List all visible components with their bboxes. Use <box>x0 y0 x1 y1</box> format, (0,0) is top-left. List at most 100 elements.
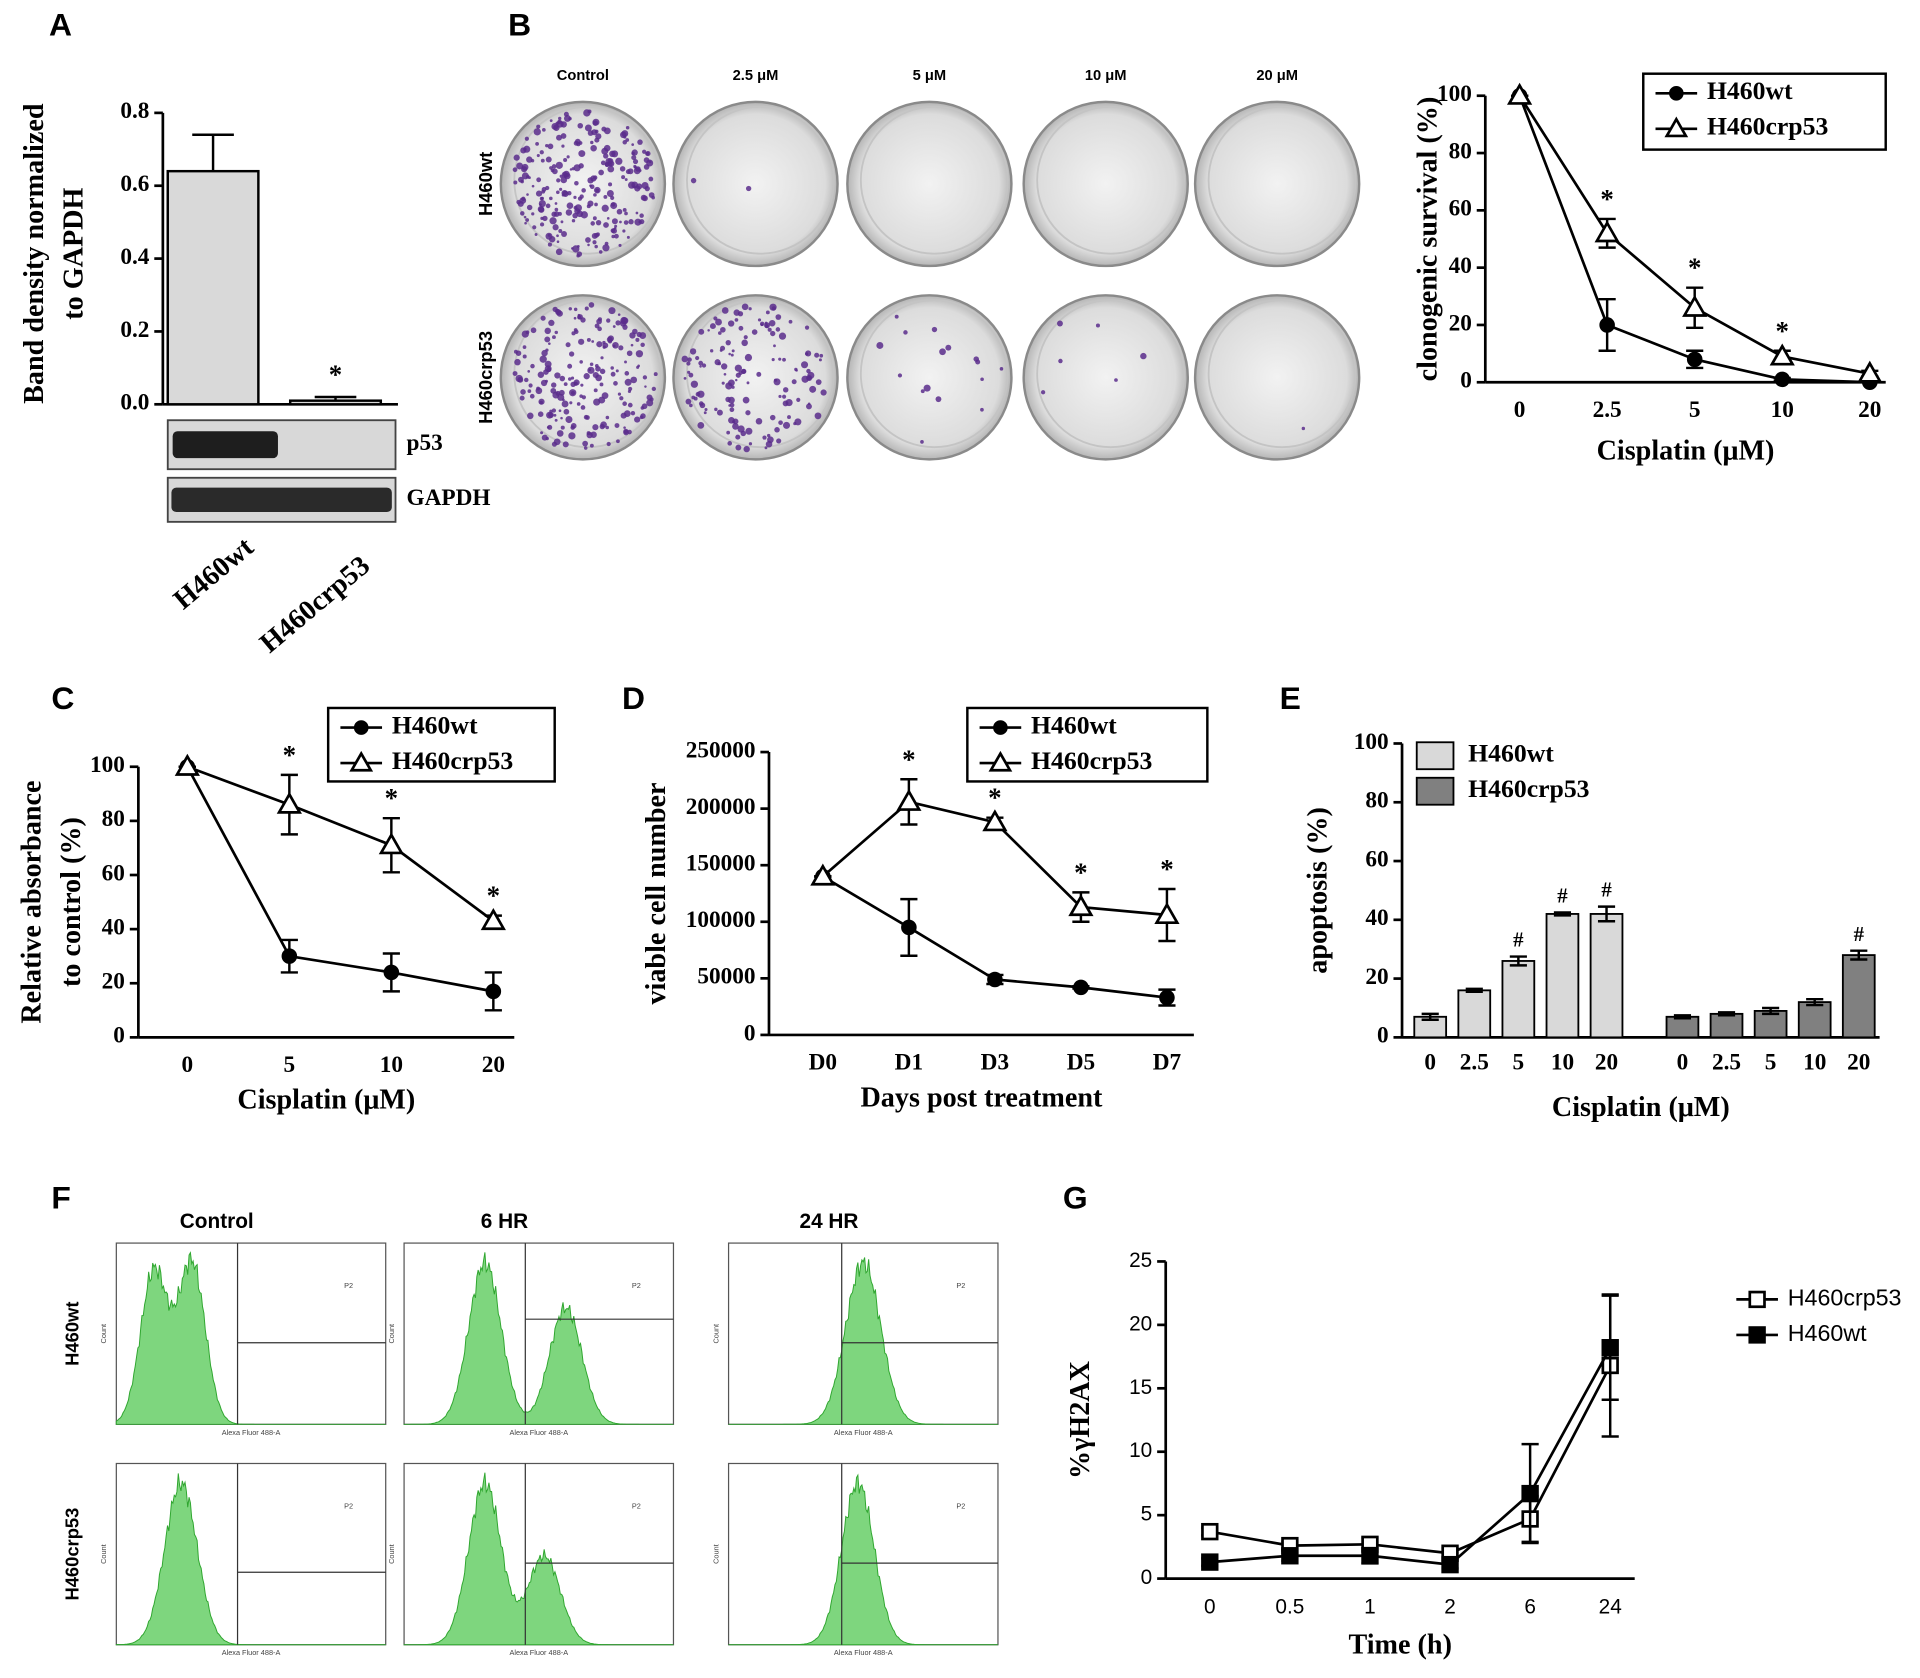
colony <box>935 396 942 403</box>
gate-label: P2 <box>632 1501 641 1510</box>
colony <box>633 167 641 175</box>
y-tick-label: 50000 <box>697 964 755 990</box>
colony <box>768 319 776 327</box>
y-axis-label: Relative absorbance <box>17 780 48 1023</box>
y-tick-label: 0.4 <box>120 244 149 270</box>
y-tick-label: 60 <box>1449 196 1472 222</box>
blot-label: p53 <box>407 430 443 456</box>
colony <box>603 222 609 228</box>
bar <box>1545 913 1580 1039</box>
colony <box>628 219 634 225</box>
bar <box>1709 1012 1744 1039</box>
colony <box>558 116 562 121</box>
colony <box>795 369 798 372</box>
flow-x-label: Alexa Fluor 488-A <box>509 1428 568 1437</box>
y-tick-label: 0.2 <box>120 317 149 343</box>
histogram <box>728 1257 998 1425</box>
legend-label: H460wt <box>1707 76 1793 105</box>
colony <box>699 402 706 409</box>
plate-rim <box>1207 105 1357 255</box>
colony <box>537 371 545 378</box>
colony <box>631 155 637 161</box>
colony <box>580 211 588 219</box>
histogram <box>115 1251 386 1425</box>
colony <box>1301 426 1306 431</box>
colony <box>611 228 617 234</box>
colony <box>762 435 767 440</box>
colony <box>548 412 554 418</box>
colony <box>721 307 729 314</box>
colony <box>602 244 610 252</box>
colony <box>734 364 742 372</box>
plate <box>672 294 839 461</box>
colony <box>588 368 592 372</box>
colony <box>607 335 614 342</box>
colony <box>570 423 577 429</box>
colony <box>549 119 553 122</box>
marker <box>349 750 374 772</box>
x-tick-label: 20 <box>1858 397 1881 423</box>
colony <box>620 412 627 419</box>
row-label: H460crp53 <box>475 331 496 424</box>
colony <box>536 177 542 183</box>
colony <box>535 141 539 146</box>
annotation: * <box>1688 253 1701 283</box>
colony <box>769 414 776 421</box>
bar <box>288 399 383 406</box>
colony <box>595 374 603 382</box>
bar <box>1797 1001 1832 1039</box>
marker <box>901 919 917 936</box>
colony <box>542 215 548 222</box>
colony <box>778 332 787 340</box>
colony <box>794 418 802 426</box>
colony <box>583 446 588 450</box>
colony <box>775 327 781 332</box>
plate-rim <box>859 299 1009 449</box>
colony <box>804 352 809 356</box>
column-label: Control <box>180 1210 254 1233</box>
colony <box>782 421 791 429</box>
x-tick-label: 0 <box>1677 1050 1689 1076</box>
colony <box>573 316 577 320</box>
colony <box>653 372 658 377</box>
column-label: 20 μM <box>1256 68 1298 84</box>
colony <box>633 164 637 169</box>
legend-label: H460crp53 <box>1468 774 1589 803</box>
colony <box>773 378 781 386</box>
colony <box>603 194 608 199</box>
annotation: * <box>1074 857 1087 887</box>
colony <box>581 188 586 193</box>
flow-y-label: Count <box>711 1324 720 1344</box>
colony <box>738 325 744 331</box>
colony <box>562 190 569 197</box>
colony <box>543 369 549 375</box>
colony <box>610 371 616 377</box>
colony <box>622 324 628 330</box>
colony <box>608 307 616 315</box>
colony <box>591 340 595 343</box>
legend-label: H460crp53 <box>1031 746 1152 775</box>
colony <box>598 396 606 404</box>
colony <box>593 388 598 393</box>
colony <box>728 379 735 387</box>
blot-band <box>171 487 392 513</box>
colony <box>554 207 559 212</box>
colony <box>634 416 641 423</box>
colony <box>820 389 827 396</box>
series-line <box>1209 1347 1612 1567</box>
marker <box>1857 360 1883 383</box>
colony <box>734 318 739 322</box>
colony <box>623 429 629 436</box>
y-tick-label: 60 <box>1365 846 1388 872</box>
flow-y-label: Count <box>711 1544 720 1564</box>
colony <box>516 162 524 170</box>
marker <box>1441 1555 1459 1574</box>
colony <box>627 402 633 408</box>
y-axis-label: clonogenic survival (%) <box>1413 97 1444 382</box>
y-axis-label: to GAPDH <box>58 188 89 320</box>
legend-label: H460crp53 <box>1788 1285 1902 1311</box>
y-tick-label: 25 <box>1129 1249 1152 1272</box>
colony <box>568 432 576 440</box>
colony <box>563 157 568 163</box>
x-tick-label: D7 <box>1153 1050 1182 1076</box>
